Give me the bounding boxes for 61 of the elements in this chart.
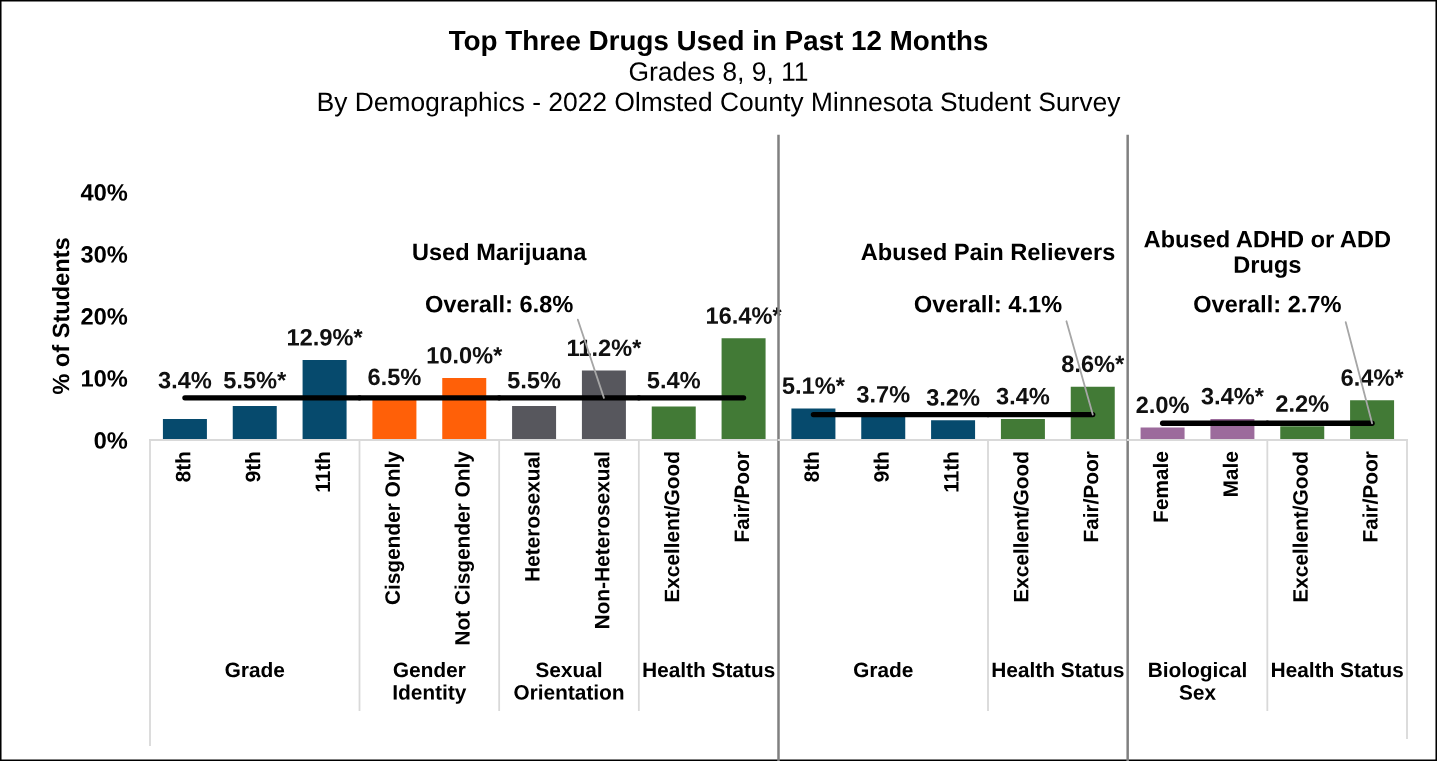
x-axis-title: Biological Sex: [1149, 662, 1246, 700]
data-label: 3.4%: [996, 387, 1050, 405]
ref-line-label: Overall: 4.1%: [914, 295, 1062, 313]
ref-line-label: Overall: 2.7%: [1194, 295, 1341, 313]
bar: [302, 360, 347, 440]
data-label: 16.4%*: [707, 307, 782, 324]
x-tick-label: 11th: [314, 452, 331, 492]
x-tick-label: 9th: [245, 452, 261, 482]
x-axis-title: Sexual Orientation: [514, 662, 624, 700]
y-tick-label: 0%: [94, 432, 128, 449]
x-axis-title: Health Status: [992, 662, 1124, 678]
x-tick-label: 11th: [943, 452, 959, 492]
x-axis-title: Gender Identity: [393, 662, 467, 704]
ref-line-label: Overall: 6.8%: [425, 295, 573, 313]
x-axis-title: Health Status: [643, 662, 775, 678]
x-tick-label: 8th: [175, 452, 191, 482]
data-label: 5.4%: [647, 371, 701, 389]
data-label: 3.4%: [158, 371, 212, 389]
data-label: 6.4%*: [1341, 369, 1404, 386]
annotation: Used Marijuana: [413, 243, 587, 266]
x-tick-label: Excellent/Good: [664, 452, 680, 602]
data-label: 5.1%*: [782, 377, 845, 394]
x-tick-label: Female: [1152, 451, 1169, 522]
x-axis-title: Grade: [225, 662, 285, 678]
data-label: 3.7%: [856, 385, 910, 403]
data-label: 10.0%*: [427, 346, 503, 364]
data-label: 2.0%: [1136, 396, 1189, 414]
x-tick-label: Excellent/Good: [1292, 452, 1309, 602]
x-tick-label: Cisgender Only: [384, 451, 405, 605]
data-label: 5.5%*: [223, 371, 287, 389]
x-axis-title: Health Status: [1272, 662, 1403, 678]
x-tick-label: Male: [1222, 451, 1239, 497]
data-label: 6.5%: [368, 368, 421, 386]
x-tick-label: 9th: [873, 452, 889, 482]
x-tick-label: Non-Heterosexual: [594, 452, 610, 628]
data-label: 3.2%: [926, 389, 980, 406]
chart-title: Top Three Drugs Used in Past 12 Months: [448, 29, 988, 57]
x-tick-label: Heterosexual: [524, 452, 540, 581]
data-label: 3.4%*: [1201, 387, 1264, 405]
annotation: Abused ADHD or ADD Drugs: [1144, 230, 1391, 278]
y-tick-label: 40%: [80, 184, 128, 201]
data-label: 5.5%: [507, 371, 561, 389]
y-tick-label: 10%: [82, 370, 128, 387]
x-tick-label: Fair/Poor: [733, 451, 750, 542]
x-tick-label: Fair/Poor: [1362, 451, 1378, 542]
annotation: Abused Pain Relievers: [861, 243, 1115, 261]
data-label: 8.6%*: [1062, 355, 1125, 373]
bar: [162, 418, 207, 440]
y-tick-label: 30%: [81, 246, 128, 263]
x-tick-label: Fair/Poor: [1083, 451, 1099, 542]
data-label: 2.2%: [1276, 395, 1329, 412]
x-tick-label: 8th: [803, 452, 820, 482]
bar: [232, 405, 277, 440]
x-tick-label: Not Cisgender Only: [454, 451, 475, 645]
data-label: 12.9%*: [288, 328, 363, 346]
x-tick-label: Excellent/Good: [1013, 452, 1029, 602]
y-axis-title: % of Students: [51, 238, 70, 395]
data-label: 11.2%*: [567, 339, 642, 357]
x-axis-title: Grade: [854, 662, 913, 678]
y-tick-label: 20%: [81, 308, 128, 325]
chart-subtitle: Grades 8, 9, 11 By Demographics - 2022 Olmsted County Minnesota Student Survey: [318, 61, 1121, 117]
